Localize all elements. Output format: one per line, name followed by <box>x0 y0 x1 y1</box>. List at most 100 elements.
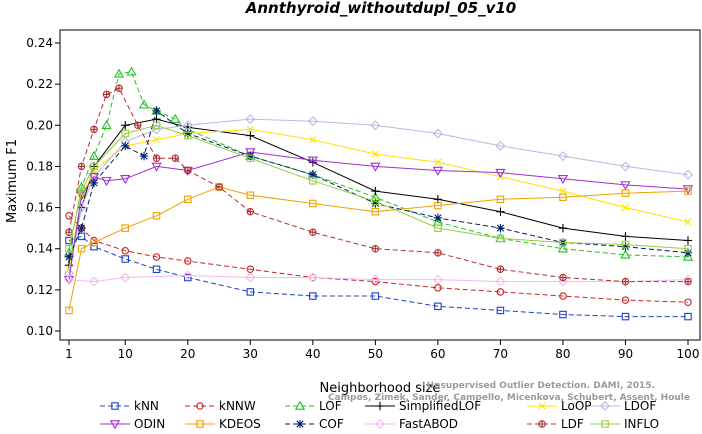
series-line <box>68 186 689 311</box>
legend-label: LoOP <box>561 399 592 413</box>
data-point <box>90 238 98 247</box>
data-point <box>77 232 86 241</box>
data-point <box>496 234 505 243</box>
y-tick-label: 0.10 <box>26 324 53 338</box>
data-point <box>496 207 505 216</box>
data-point <box>433 213 443 223</box>
data-point <box>246 207 255 216</box>
data-point <box>121 121 130 130</box>
data-point <box>184 273 192 282</box>
watermark: Unsupervised Outlier Detection. DAMI, 20… <box>328 381 690 403</box>
x-tick-label: 40 <box>305 347 320 361</box>
data-point <box>77 162 86 171</box>
data-point <box>371 277 380 286</box>
data-point <box>371 186 380 196</box>
data-point <box>559 187 567 195</box>
data-point <box>120 175 131 185</box>
data-point <box>101 119 112 130</box>
data-point <box>152 136 161 144</box>
legend-label: kNNW <box>219 399 256 413</box>
series-ldf <box>65 84 692 286</box>
legend-label: SimplifiedLOF <box>399 399 481 413</box>
data-point <box>171 154 180 162</box>
y-axis-label: Maximum F1 <box>5 139 20 223</box>
series-inflo <box>65 121 692 253</box>
data-point <box>559 238 567 247</box>
data-point <box>559 273 567 282</box>
y-tick-label: 0.22 <box>26 77 53 91</box>
data-point <box>432 166 444 176</box>
legend-label: KDEOS <box>219 417 261 431</box>
data-point <box>559 193 567 202</box>
data-point <box>371 244 380 253</box>
data-point <box>375 401 385 411</box>
data-point <box>434 249 442 257</box>
series-fastabod <box>64 270 693 287</box>
data-point <box>620 181 631 191</box>
data-point <box>683 169 693 180</box>
data-point <box>101 177 112 187</box>
data-point <box>309 136 317 144</box>
x-tick-label: 20 <box>180 347 195 361</box>
series-line <box>68 87 688 283</box>
data-point <box>152 154 161 162</box>
data-point <box>215 183 223 191</box>
data-point <box>64 252 74 262</box>
data-point <box>434 158 442 166</box>
legend-item-kdeos: KDEOS <box>185 417 261 431</box>
data-point <box>152 106 161 116</box>
data-point <box>682 185 694 195</box>
data-point <box>109 420 121 430</box>
series-knnw <box>65 212 692 306</box>
data-point <box>184 257 192 265</box>
series-line <box>68 124 689 250</box>
y-tick-label: 0.20 <box>26 118 53 132</box>
data-point <box>88 172 100 183</box>
legend-item-ldof: LDOF <box>590 399 656 413</box>
x-tick-label: 1 <box>65 347 73 361</box>
data-point <box>538 402 546 410</box>
data-point <box>375 419 385 429</box>
legend-item-lof: LOF <box>285 399 342 413</box>
data-point <box>558 223 568 233</box>
y-tick-label: 0.12 <box>26 283 53 297</box>
data-point <box>434 284 442 292</box>
data-point <box>371 150 379 158</box>
data-point <box>77 244 86 253</box>
data-point <box>111 402 119 410</box>
data-point <box>151 162 162 172</box>
data-point <box>557 151 568 162</box>
data-point <box>77 187 86 195</box>
series-line <box>68 118 689 266</box>
legend-label: LDOF <box>624 399 656 413</box>
x-tick-label: 10 <box>118 347 133 361</box>
data-point <box>434 201 442 210</box>
data-point <box>434 302 442 311</box>
data-point <box>434 224 442 232</box>
data-point <box>621 277 630 286</box>
legend-item-loop: LoOP <box>527 399 592 413</box>
data-point <box>152 121 161 130</box>
data-point <box>621 240 630 249</box>
legend-label: COF <box>319 417 344 431</box>
data-point <box>496 223 505 233</box>
data-point <box>182 270 193 281</box>
series-line <box>68 151 689 280</box>
data-point <box>245 272 256 283</box>
data-point <box>184 195 192 204</box>
legend: kNN kNNW LOF SimplifiedLOF LoOP LDOF ODIN KDEOS… <box>100 399 659 431</box>
x-tick-label: 90 <box>618 347 633 361</box>
data-point <box>307 156 318 166</box>
legend-label: LOF <box>319 399 342 413</box>
x-tick-label: 100 <box>677 347 700 361</box>
data-point <box>65 228 73 237</box>
y-tick-label: 0.24 <box>26 36 53 50</box>
data-point <box>684 218 692 226</box>
data-point <box>621 203 630 212</box>
data-point <box>307 116 318 127</box>
data-point <box>496 306 505 315</box>
data-point <box>121 255 130 263</box>
data-point <box>309 199 317 208</box>
legend-item-fastabod: FastABOD <box>365 417 458 431</box>
legend-item-simplifiedlof: SimplifiedLOF <box>365 399 481 413</box>
